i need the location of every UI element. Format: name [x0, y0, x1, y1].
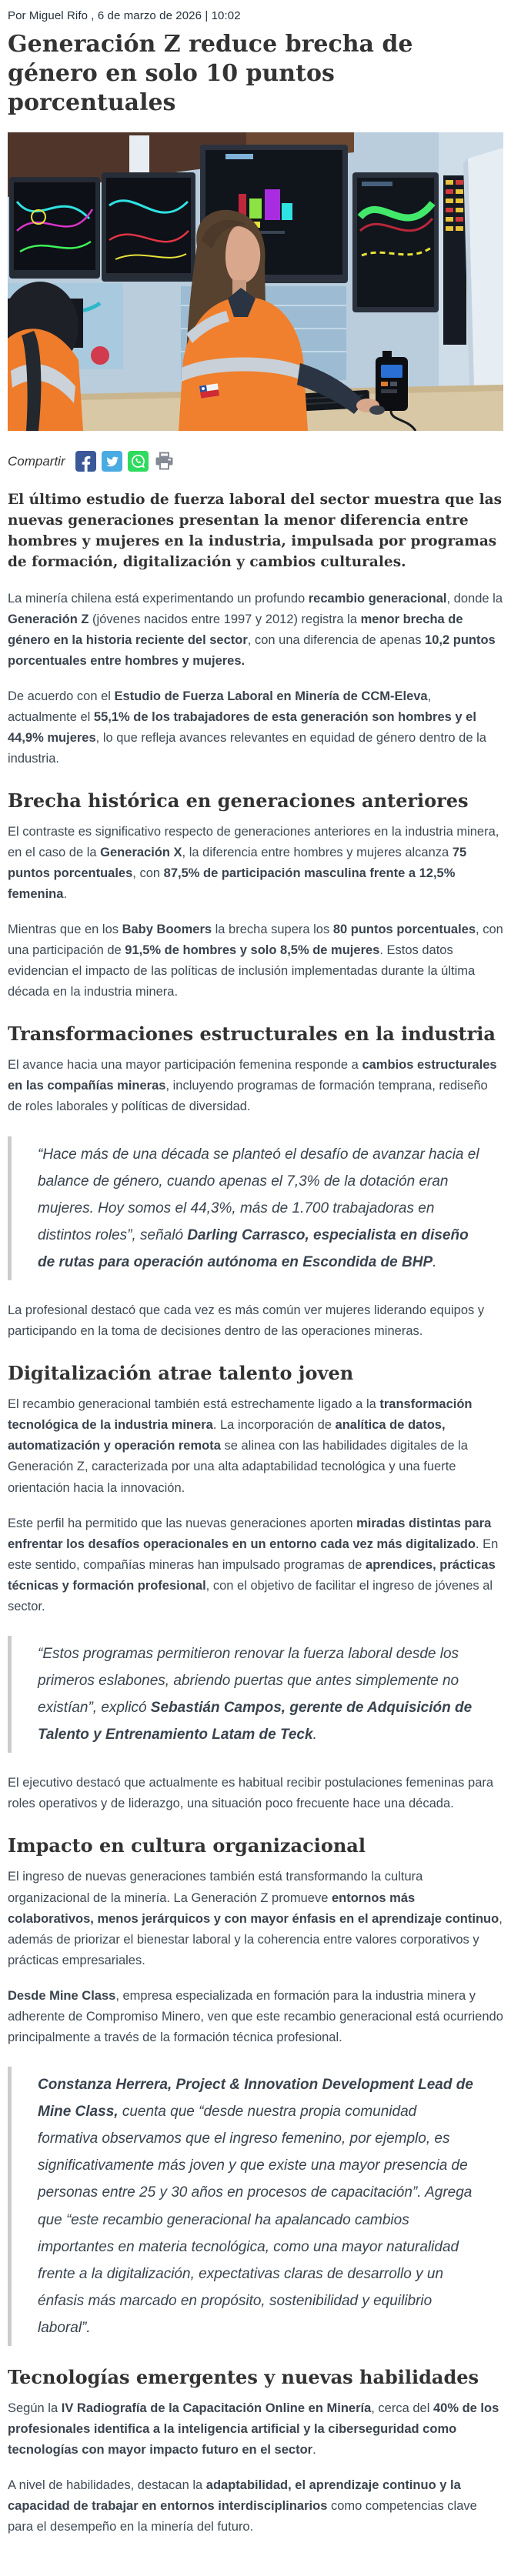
whatsapp-share-icon[interactable] [127, 451, 149, 472]
hero-image [8, 132, 503, 432]
article-body: La minería chilena está experimentando u… [8, 589, 503, 2538]
body-paragraph: Desde Mine Class, empresa especializada … [8, 1988, 503, 2044]
lead-paragraph: El último estudio de fuerza laboral del … [8, 492, 503, 570]
pull-quote: Constanza Herrera, Project & Innovation … [8, 2066, 503, 2347]
body-paragraph: El contraste es significativo respecto d… [8, 825, 499, 902]
pull-quote: “Hace más de una década se planteó el de… [8, 1136, 503, 1281]
body-paragraph: La minería chilena está experimentando u… [8, 591, 503, 668]
body-paragraph: La profesional destacó que cada vez es m… [8, 1303, 485, 1339]
body-paragraph: El avance hacia una mayor participación … [8, 1058, 497, 1114]
section-heading: Digitalización atrae talento joven [8, 1362, 354, 1385]
body-paragraph: Según la IV Radiografía de la Capacitaci… [8, 2401, 499, 2458]
body-paragraph: El recambio generacional también está es… [8, 1397, 473, 1495]
section-heading: Brecha histórica en generaciones anterio… [8, 789, 469, 813]
share-row: Compartir [8, 451, 503, 472]
body-paragraph: De acuerdo con el Estudio de Fuerza Labo… [8, 689, 486, 766]
twitter-share-icon[interactable] [101, 451, 122, 472]
body-paragraph: El ejecutivo destacó que actualmente es … [8, 1776, 494, 1811]
body-paragraph: Mientras que en los Baby Boomers la brec… [8, 923, 503, 999]
section-heading: Transformaciones estructurales en la ind… [8, 1023, 496, 1046]
print-icon[interactable] [154, 451, 175, 472]
section-heading: Tecnologías emergentes y nuevas habilida… [8, 2366, 479, 2389]
facebook-share-icon[interactable] [75, 451, 96, 472]
body-paragraph: A nivel de habilidades, destacan la adap… [8, 2478, 477, 2534]
body-paragraph: Este perfil ha permitido que las nuevas … [8, 1516, 499, 1613]
section-heading: Impacto en cultura organizacional [8, 1834, 366, 1857]
body-paragraph: El ingreso de nuevas generaciones tambié… [8, 1870, 503, 1967]
page-title: Generación Z reduce brecha de género en … [8, 31, 413, 116]
share-label: Compartir [8, 453, 65, 469]
pull-quote: “Estos programas permitieron renovar la … [8, 1635, 503, 1753]
byline: Por Miguel Rifo , 6 de marzo de 2026 | 1… [8, 9, 241, 22]
control-room-photo [8, 132, 503, 432]
